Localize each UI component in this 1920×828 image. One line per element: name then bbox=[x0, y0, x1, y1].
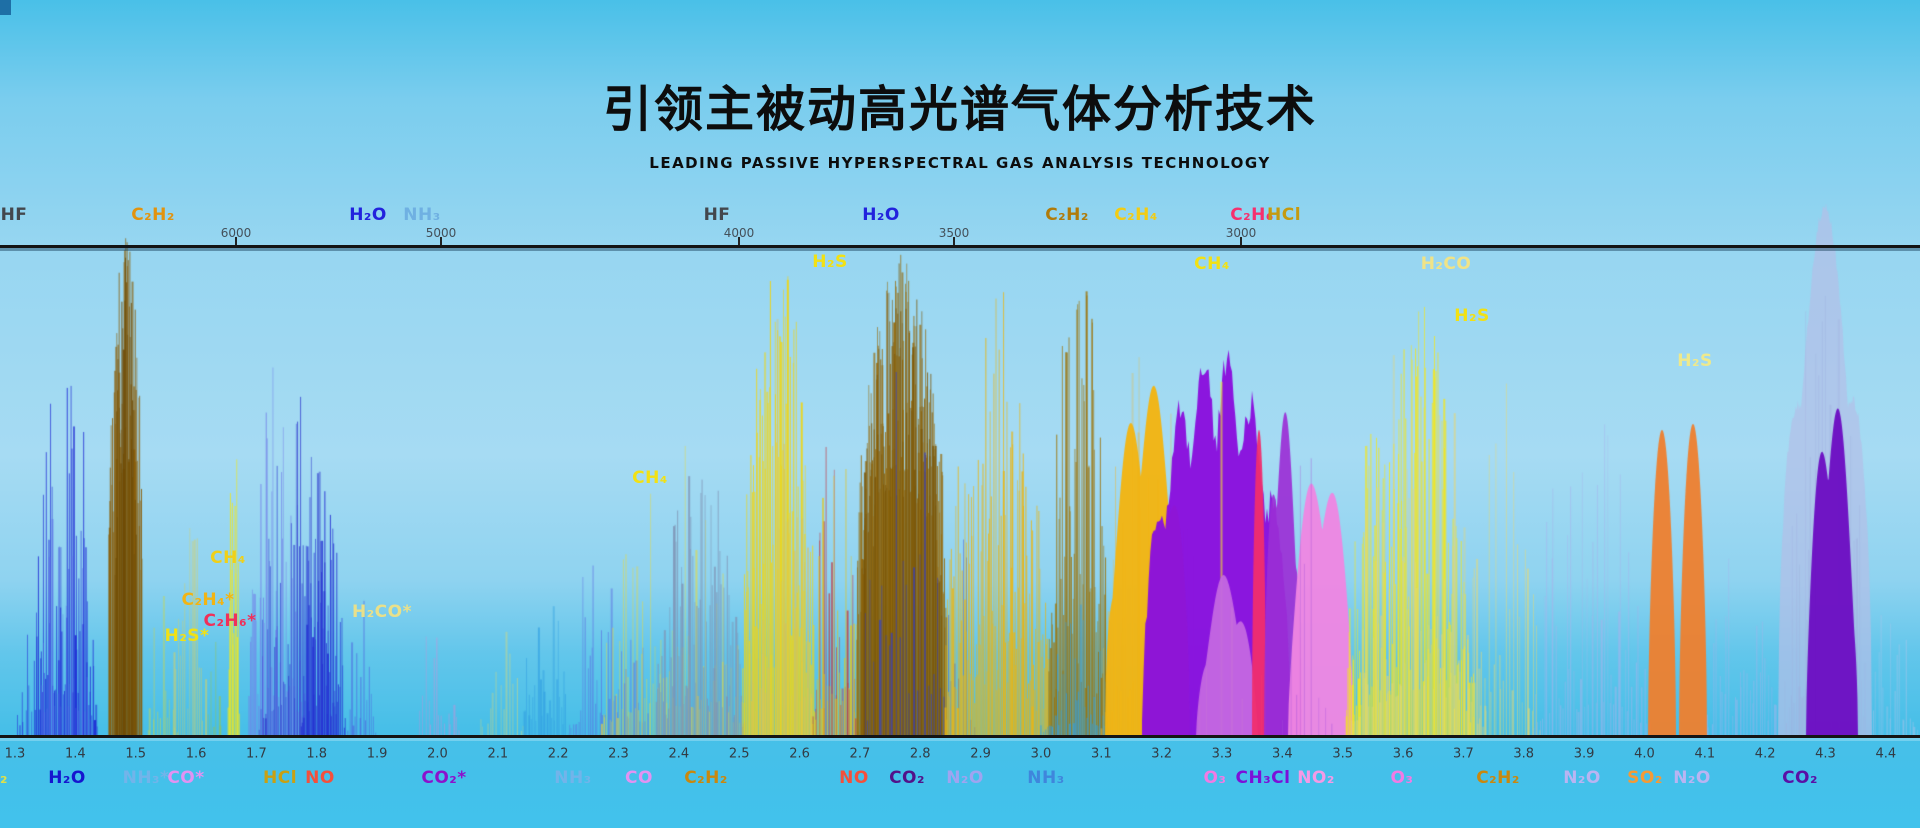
top-axis-line bbox=[0, 245, 1920, 248]
bottom-axis-tick-label: 1.4 bbox=[65, 746, 86, 762]
bottom-axis-tick-label: 3.0 bbox=[1030, 746, 1052, 762]
bottom-gas-label: CO₂ bbox=[889, 768, 925, 788]
bottom-gas-label: NH₃* bbox=[122, 768, 170, 788]
bottom-gas-label: CO₂ bbox=[1782, 768, 1818, 788]
bottom-gas-label: N₂O bbox=[1563, 768, 1601, 788]
plot-gas-label: H₂S bbox=[1677, 351, 1713, 371]
bottom-axis-tick-label: 1.6 bbox=[185, 746, 207, 762]
top-axis-tick bbox=[1240, 237, 1242, 245]
top-axis-tick bbox=[440, 237, 442, 245]
bottom-axis-tick-label: 4.2 bbox=[1754, 746, 1776, 762]
plot-gas-label: H₂S* bbox=[164, 626, 210, 646]
bottom-axis-tick-label: 1.7 bbox=[246, 746, 267, 762]
bottom-axis-tick-label: 2.0 bbox=[427, 746, 448, 762]
bottom-axis-tick-label: 2.6 bbox=[789, 746, 810, 762]
bottom-gas-label: N₂O bbox=[1673, 768, 1711, 788]
top-gas-label: C₂H₂ bbox=[1045, 205, 1089, 225]
top-axis-tick-label: 5000 bbox=[425, 226, 457, 240]
bottom-gas-label: CO bbox=[625, 768, 653, 788]
top-axis-tick bbox=[738, 237, 740, 245]
top-axis-tick-label: 4000 bbox=[723, 226, 755, 240]
bottom-axis-tick-label: 1.3 bbox=[4, 746, 26, 762]
bottom-gas-label: C₂H₂ bbox=[684, 768, 728, 788]
plot-gas-label: C₂H₄* bbox=[181, 590, 235, 610]
top-gas-label: H₂O bbox=[862, 205, 900, 225]
bottom-axis-tick-label: 2.5 bbox=[728, 746, 750, 762]
bottom-gas-label: NH₃ bbox=[1027, 768, 1065, 788]
bottom-gas-label: NH₃ bbox=[554, 768, 592, 788]
page-subtitle: LEADING PASSIVE HYPERSPECTRAL GAS ANALYS… bbox=[649, 154, 1271, 172]
bottom-axis-tick-label: 3.3 bbox=[1211, 746, 1233, 762]
bottom-gas-label: O₃ bbox=[1390, 768, 1414, 788]
plot-gas-label: CH₄ bbox=[632, 468, 668, 488]
bottom-gas-label: N₂O bbox=[946, 768, 984, 788]
bottom-gas-label: HCl bbox=[262, 768, 298, 788]
top-gas-label: HCl bbox=[1266, 205, 1302, 225]
bottom-gas-label: ₂ bbox=[0, 768, 8, 788]
top-gas-label: HF bbox=[0, 205, 28, 225]
plot-gas-label: H₂S bbox=[1454, 306, 1490, 326]
bottom-gas-label: SO₂ bbox=[1627, 768, 1663, 788]
top-gas-label: HF bbox=[703, 205, 731, 225]
bottom-axis-tick-label: 2.3 bbox=[608, 746, 629, 762]
bottom-axis-tick-label: 2.2 bbox=[547, 746, 569, 762]
bottom-gas-label: NO₂ bbox=[1297, 768, 1335, 788]
bottom-axis-tick-label: 3.8 bbox=[1513, 746, 1535, 762]
bottom-gas-label: NO bbox=[839, 768, 869, 788]
bottom-axis-tick-label: 2.4 bbox=[668, 746, 690, 762]
bottom-gas-label: C₂H₂ bbox=[1476, 768, 1520, 788]
plot-gas-label: H₂CO* bbox=[352, 602, 412, 622]
top-axis-tick-label: 3500 bbox=[938, 226, 970, 240]
bottom-axis-tick-label: 1.8 bbox=[306, 746, 328, 762]
bottom-axis-tick-label: 4.0 bbox=[1634, 746, 1655, 762]
top-gas-label: C₂H₂ bbox=[131, 205, 175, 225]
plot-gas-label: CH₄ bbox=[210, 548, 246, 568]
bottom-gas-label: O₃ bbox=[1203, 768, 1227, 788]
bottom-axis-tick-label: 3.7 bbox=[1453, 746, 1474, 762]
bottom-axis-tick-label: 1.5 bbox=[125, 746, 147, 762]
bottom-axis-tick-label: 3.5 bbox=[1332, 746, 1354, 762]
plot-gas-label: CH₄ bbox=[1194, 254, 1230, 274]
top-axis-tick bbox=[235, 237, 237, 245]
corner-artifact bbox=[0, 0, 11, 15]
top-gas-label: C₂H₆ bbox=[1230, 205, 1274, 225]
top-axis-tick bbox=[953, 237, 955, 245]
top-gas-label: C₂H₄ bbox=[1114, 205, 1158, 225]
plot-gas-label: H₂CO bbox=[1420, 254, 1472, 274]
bottom-axis-tick-label: 1.9 bbox=[366, 746, 388, 762]
bottom-axis-tick-label: 2.7 bbox=[849, 746, 871, 762]
bottom-axis-tick-label: 2.1 bbox=[487, 746, 509, 762]
bottom-gas-label: CO₂* bbox=[421, 768, 467, 788]
bottom-axis-tick-label: 3.9 bbox=[1573, 746, 1595, 762]
page-title: 引领主被动高光谱气体分析技术 bbox=[602, 81, 1317, 138]
bottom-axis-tick-label: 2.8 bbox=[909, 746, 931, 762]
bottom-axis-tick-label: 3.6 bbox=[1392, 746, 1414, 762]
bottom-axis-tick-label: 2.9 bbox=[970, 746, 991, 762]
bottom-gas-label: CH₃Cl bbox=[1235, 768, 1291, 788]
top-gas-label: H₂O bbox=[349, 205, 387, 225]
plot-gas-label: C₂H₆* bbox=[203, 611, 257, 631]
bottom-gas-label: H₂O bbox=[48, 768, 86, 788]
plot-gas-label: H₂S bbox=[812, 252, 848, 272]
top-axis-tick-label: 3000 bbox=[1225, 226, 1257, 240]
top-gas-label: NH₃ bbox=[403, 205, 441, 225]
bottom-gas-label: NO bbox=[305, 768, 335, 788]
bottom-axis-tick-label: 3.4 bbox=[1272, 746, 1293, 762]
bottom-axis-tick-label: 4.3 bbox=[1815, 746, 1836, 762]
bottom-axis-tick-label: 4.1 bbox=[1694, 746, 1716, 762]
top-axis-tick-label: 6000 bbox=[220, 226, 252, 240]
bottom-gas-label: CO* bbox=[167, 768, 205, 788]
bottom-axis-tick-label: 4.4 bbox=[1875, 746, 1897, 762]
bottom-axis-line bbox=[0, 735, 1920, 738]
bottom-axis-tick-label: 3.1 bbox=[1090, 746, 1112, 762]
bottom-axis-tick-label: 3.2 bbox=[1151, 746, 1172, 762]
